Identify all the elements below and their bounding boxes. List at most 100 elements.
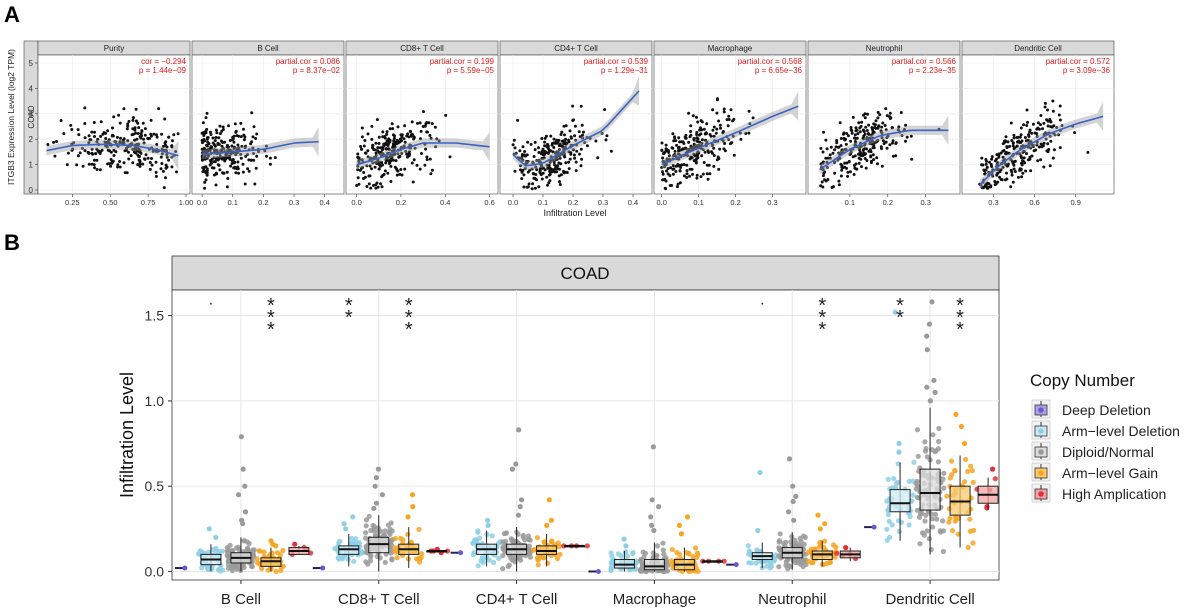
scatter-point xyxy=(1039,158,1043,162)
scatter-point xyxy=(237,171,241,175)
xtick-label: Macrophage xyxy=(613,591,696,608)
scatter-point xyxy=(1026,158,1030,162)
scatter-point xyxy=(520,157,524,161)
data-point xyxy=(367,558,373,564)
data-point xyxy=(776,539,782,545)
scatter-point xyxy=(163,117,167,121)
scatter-point xyxy=(568,129,572,133)
scatter-point xyxy=(534,165,538,169)
scatter-point xyxy=(172,133,176,137)
scatter-point xyxy=(522,185,526,189)
panel-title: Dendritic Cell xyxy=(1014,44,1062,53)
data-point xyxy=(630,550,636,556)
category-group-4: · *** xyxy=(726,295,861,572)
scatter-point xyxy=(837,179,841,183)
scatter-point xyxy=(1060,124,1064,128)
scatter-point xyxy=(821,161,825,165)
category-group-5: ***** xyxy=(864,295,999,555)
scatter-point xyxy=(370,167,373,171)
scatter-point xyxy=(691,172,694,176)
outlier-point xyxy=(516,427,522,433)
scatter-point xyxy=(159,167,163,171)
outlier-point xyxy=(822,521,828,527)
scatter-point xyxy=(254,166,258,170)
data-point xyxy=(753,560,759,566)
data-point xyxy=(527,554,534,560)
significance-mark: * xyxy=(345,307,353,329)
scatter-point xyxy=(719,126,722,130)
panel-a-ytick-label: 1 xyxy=(29,161,34,170)
scatter-point xyxy=(687,111,691,115)
fit-line xyxy=(661,105,799,166)
scatter-point xyxy=(824,138,828,142)
outlier-point xyxy=(757,469,763,476)
scatter-point xyxy=(149,134,153,138)
panel-title: Purity xyxy=(104,44,124,53)
significance-mark: · xyxy=(208,295,213,312)
outlier-point xyxy=(485,522,491,529)
scatter-point xyxy=(695,139,699,143)
data-point xyxy=(932,449,938,455)
scatter-point xyxy=(700,141,704,145)
scatter-point xyxy=(1012,136,1016,140)
scatter-point xyxy=(129,154,133,158)
data-point xyxy=(922,439,928,445)
scatter-point xyxy=(880,147,883,151)
scatter-point xyxy=(900,134,904,137)
scatter-point xyxy=(604,138,608,142)
scatter-point xyxy=(715,127,719,131)
scatter-point xyxy=(428,134,432,137)
scatter-point xyxy=(1031,122,1035,126)
scatter-point xyxy=(1021,151,1025,154)
significance-mark: · xyxy=(760,295,765,312)
scatter-point xyxy=(1058,146,1062,150)
data-point xyxy=(806,558,812,565)
scatter-point xyxy=(848,170,852,174)
scatter-point xyxy=(254,137,258,140)
scatter-point xyxy=(422,110,425,114)
data-point xyxy=(914,494,921,501)
scatter-point xyxy=(532,155,536,158)
scatter-point xyxy=(1039,114,1043,117)
scatter-point xyxy=(677,146,680,150)
data-point xyxy=(609,553,615,560)
outlier-point xyxy=(793,493,799,499)
scatter-point xyxy=(265,154,268,158)
scatter-point xyxy=(554,152,558,155)
scatter-point xyxy=(672,139,676,143)
data-point xyxy=(884,526,890,532)
xtick-label: 0.1 xyxy=(228,198,238,207)
scatter-point xyxy=(412,158,416,162)
panel-title: B Cell xyxy=(257,44,279,53)
scatter-point xyxy=(357,156,360,160)
scatter-point xyxy=(393,145,397,149)
scatter-point xyxy=(862,137,866,141)
data-point xyxy=(967,528,973,535)
scatter-point xyxy=(1018,135,1022,139)
scatter-point xyxy=(1009,121,1013,125)
scatter-point xyxy=(1043,105,1047,109)
scatter-point xyxy=(154,174,158,178)
data-point xyxy=(928,547,934,553)
outlier-point xyxy=(926,321,933,327)
scatter-point xyxy=(1045,118,1049,122)
scatter-point xyxy=(520,177,524,181)
scatter-point xyxy=(406,132,410,136)
scatter-point xyxy=(1046,150,1050,154)
scatter-point xyxy=(424,147,428,151)
scatter-point xyxy=(660,148,664,152)
scatter-point xyxy=(675,185,679,189)
scatter-point xyxy=(668,184,672,187)
scatter-point xyxy=(222,157,226,161)
scatter-point xyxy=(390,156,394,160)
scatter-point xyxy=(679,148,683,152)
significance-mark: * xyxy=(405,319,413,341)
scatter-point xyxy=(739,137,743,141)
scatter-point xyxy=(1044,137,1048,141)
data-point xyxy=(241,564,247,571)
scatter-point xyxy=(374,183,378,187)
data-point xyxy=(692,545,699,551)
scatter-point xyxy=(167,158,171,162)
data-point xyxy=(535,557,541,563)
